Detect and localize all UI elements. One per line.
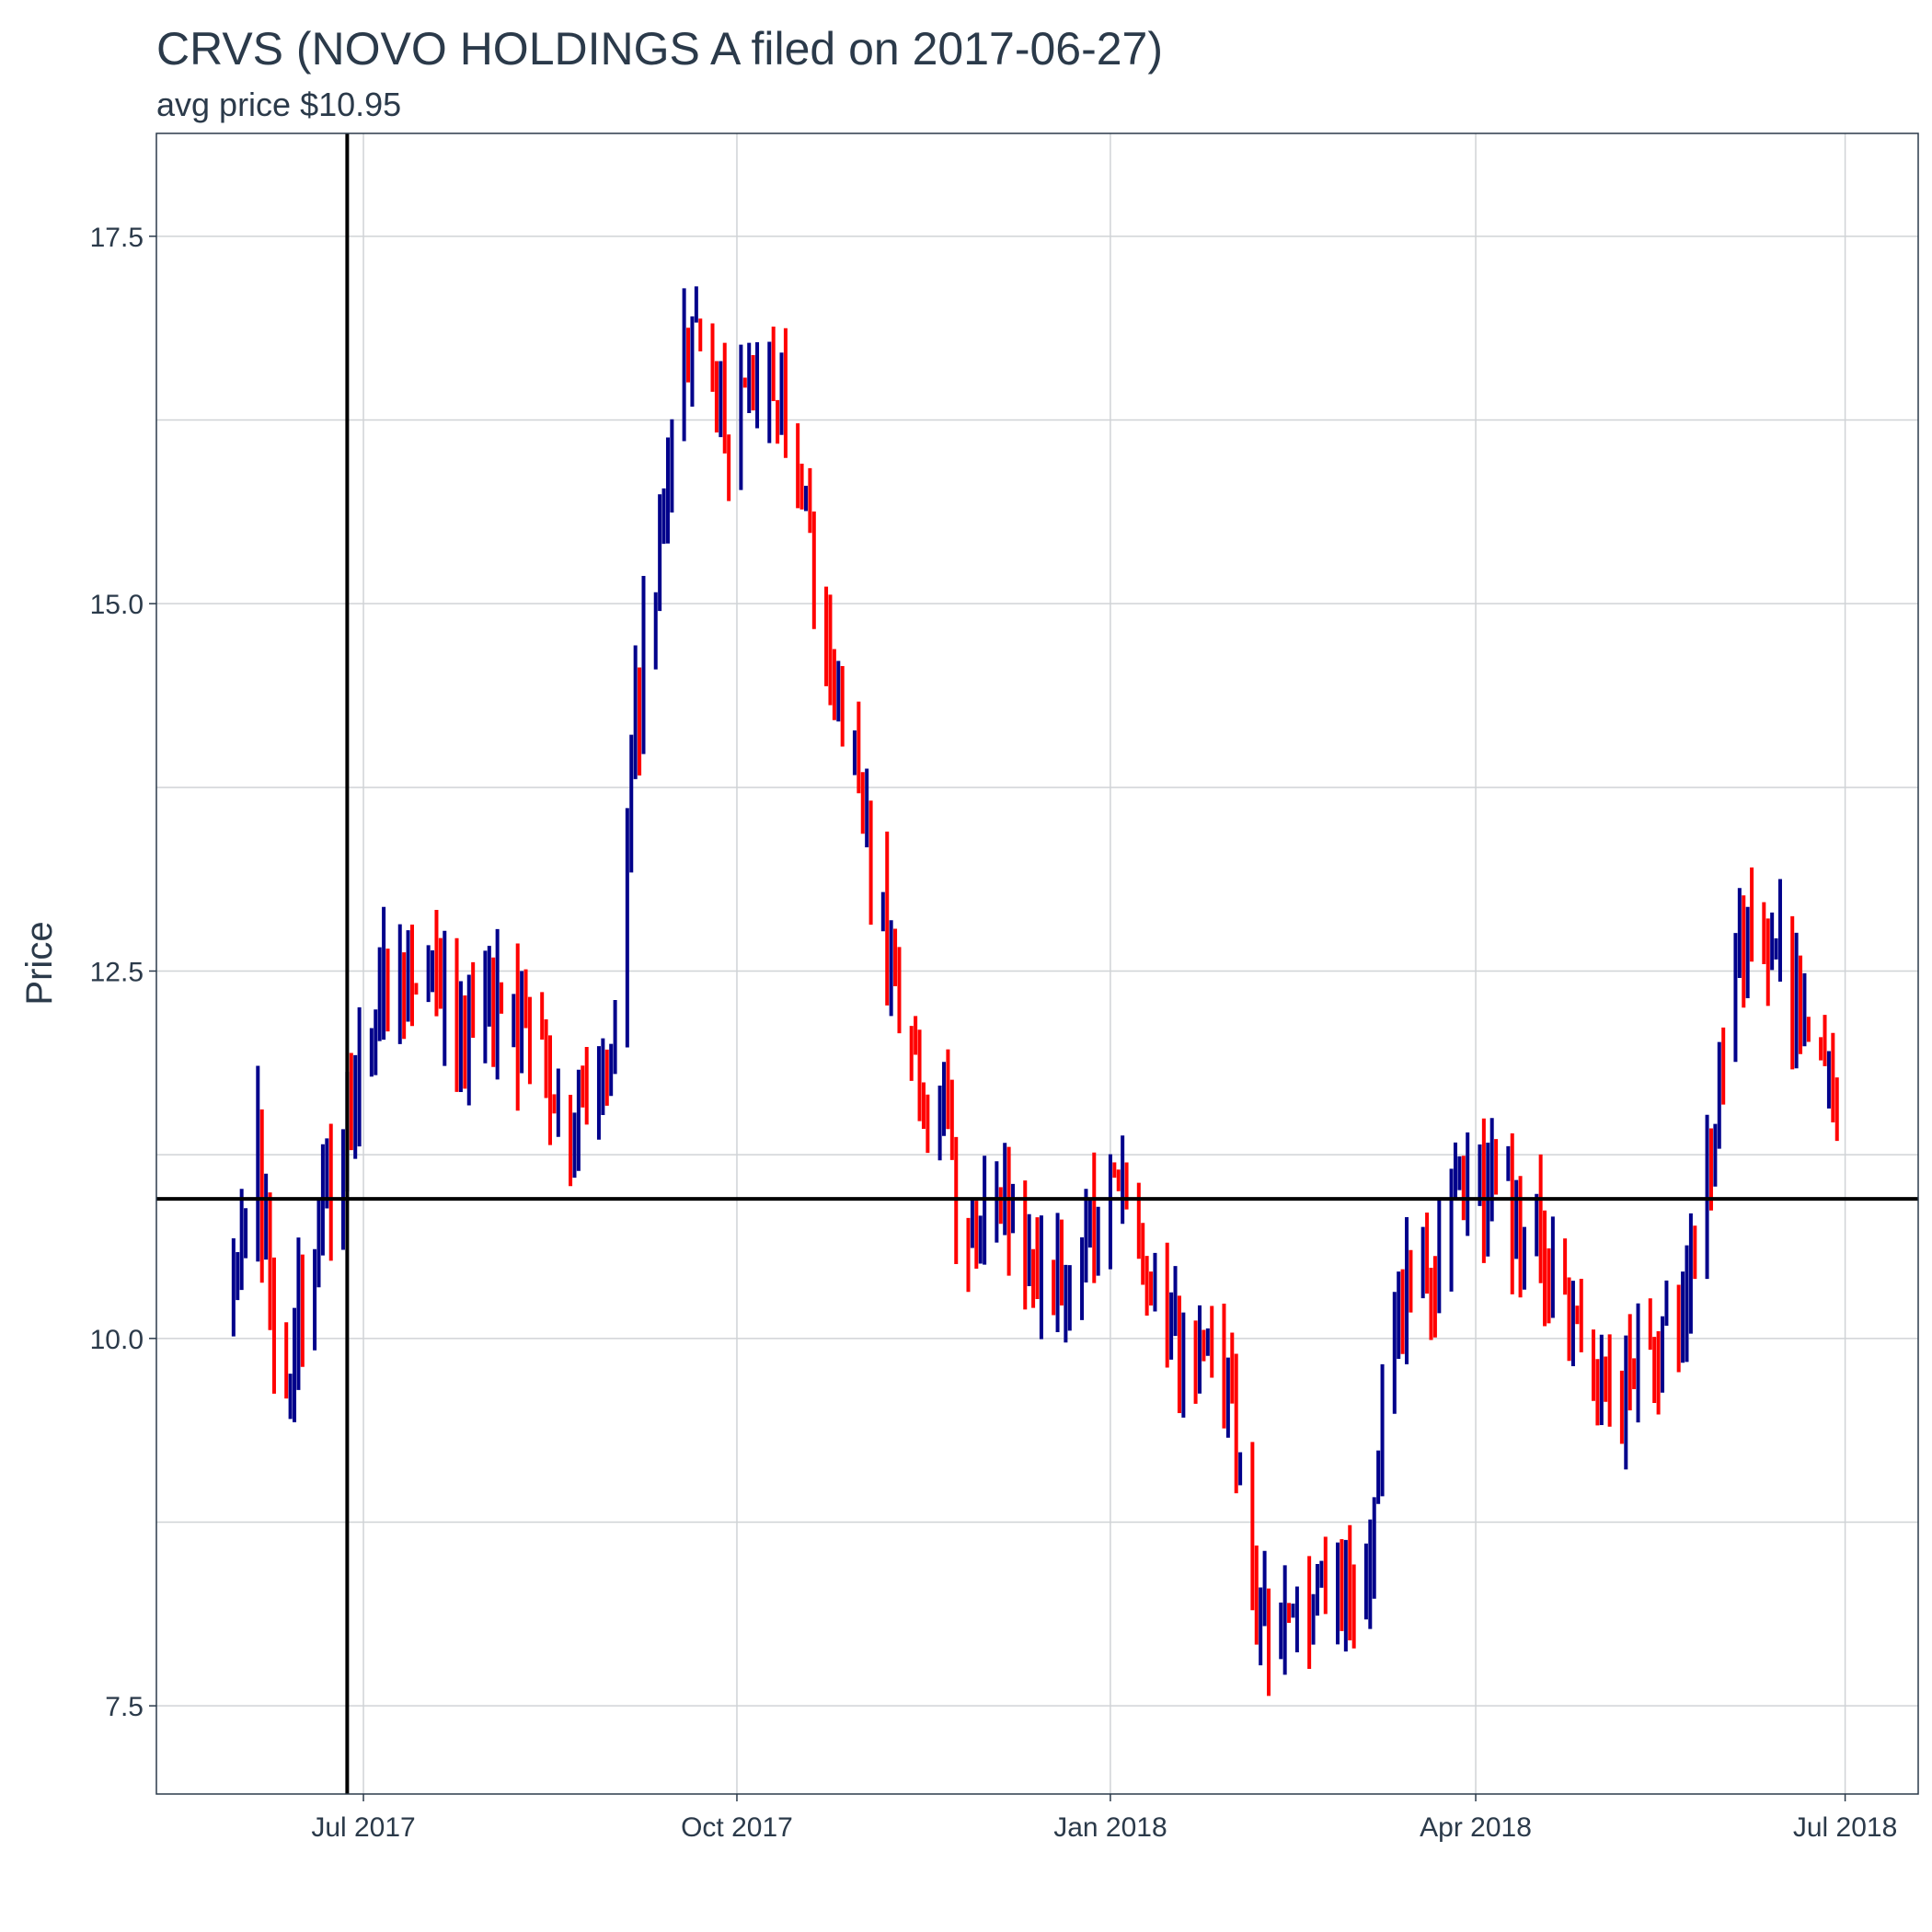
y-tick-label: 10.0 xyxy=(90,1325,144,1355)
y-tick-label: 17.5 xyxy=(90,223,144,253)
grid-lines xyxy=(156,133,1918,1794)
y-tick-label: 12.5 xyxy=(90,957,144,987)
y-tick-label: 7.5 xyxy=(105,1692,144,1722)
x-tick-label: Jan 2018 xyxy=(1053,1812,1167,1843)
x-tick-label: Jul 2017 xyxy=(311,1812,415,1843)
y-tick-label: 15.0 xyxy=(90,590,144,620)
y-axis-title: Price xyxy=(19,921,60,1005)
y-axis-ticks: 7.5 10.0 12.5 15.0 17.5 xyxy=(90,223,156,1722)
x-tick-label: Oct 2017 xyxy=(681,1812,793,1843)
x-axis-ticks: Jul 2017 Oct 2017 Jan 2018 Apr 2018 Jul 2018 xyxy=(311,1794,1897,1843)
chart-subtitle: avg price $10.95 xyxy=(156,86,401,123)
ohlc-bars xyxy=(231,286,1839,1696)
chart-title: CRVS (NOVO HOLDINGS A filed on 2017-06-2… xyxy=(156,23,1163,75)
x-tick-label: Apr 2018 xyxy=(1420,1812,1532,1843)
reference-lines xyxy=(156,133,1918,1794)
plot-frame xyxy=(155,132,1919,1795)
x-tick-label: Jul 2018 xyxy=(1793,1812,1897,1843)
